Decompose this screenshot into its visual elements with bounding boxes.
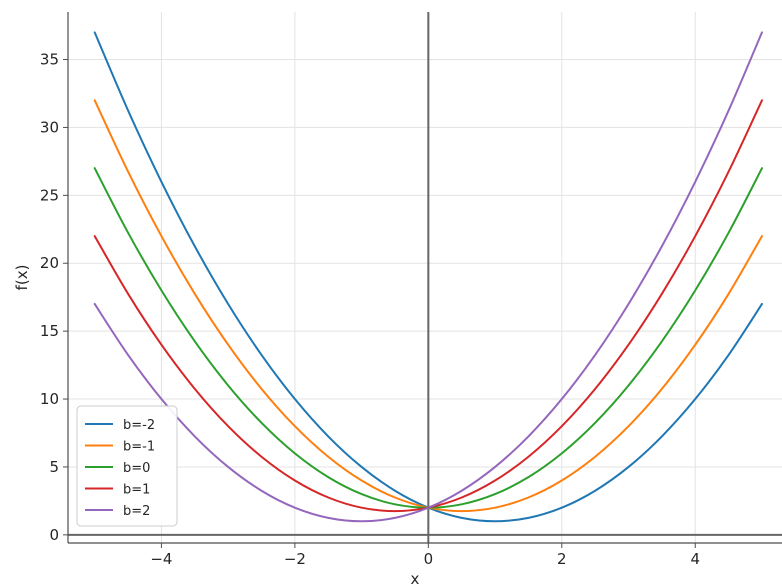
- y-tick-label: 35: [40, 51, 59, 69]
- x-tick-label: 4: [690, 550, 700, 568]
- tick-labels: −4 −2 0 2 4 0 5 10 15 20 25 30 35: [40, 51, 700, 568]
- legend-label: b=1: [123, 483, 150, 498]
- plot-frame: [67, 12, 782, 544]
- legend-label: b=2: [123, 504, 150, 519]
- axis-lines: [68, 12, 782, 543]
- legend-label: b=0: [123, 461, 150, 476]
- y-axis-label: f(x): [13, 265, 31, 291]
- y-tick-label: 30: [40, 118, 59, 136]
- x-tick-label: −4: [150, 550, 172, 568]
- legend-label: b=-2: [123, 418, 155, 433]
- y-tick-label: 20: [40, 254, 59, 272]
- y-tick-label: 5: [49, 458, 59, 476]
- y-tick-label: 15: [40, 322, 59, 340]
- legend: b=-2 b=-1 b=0 b=1 b=2: [76, 405, 178, 527]
- series-line-b=2: [93, 31, 763, 523]
- y-tick-label: 10: [40, 390, 59, 408]
- y-tick-label: 0: [49, 526, 59, 544]
- series-lines: [93, 31, 763, 523]
- x-axis-label: x: [411, 570, 420, 586]
- x-tick-label: 0: [424, 550, 434, 568]
- y-tick-label: 25: [40, 186, 59, 204]
- x-tick-label: −2: [284, 550, 306, 568]
- series-line-b=-2: [93, 31, 763, 523]
- legend-label: b=-1: [123, 440, 155, 455]
- legend-box: [76, 405, 178, 527]
- x-tick-label: 2: [557, 550, 567, 568]
